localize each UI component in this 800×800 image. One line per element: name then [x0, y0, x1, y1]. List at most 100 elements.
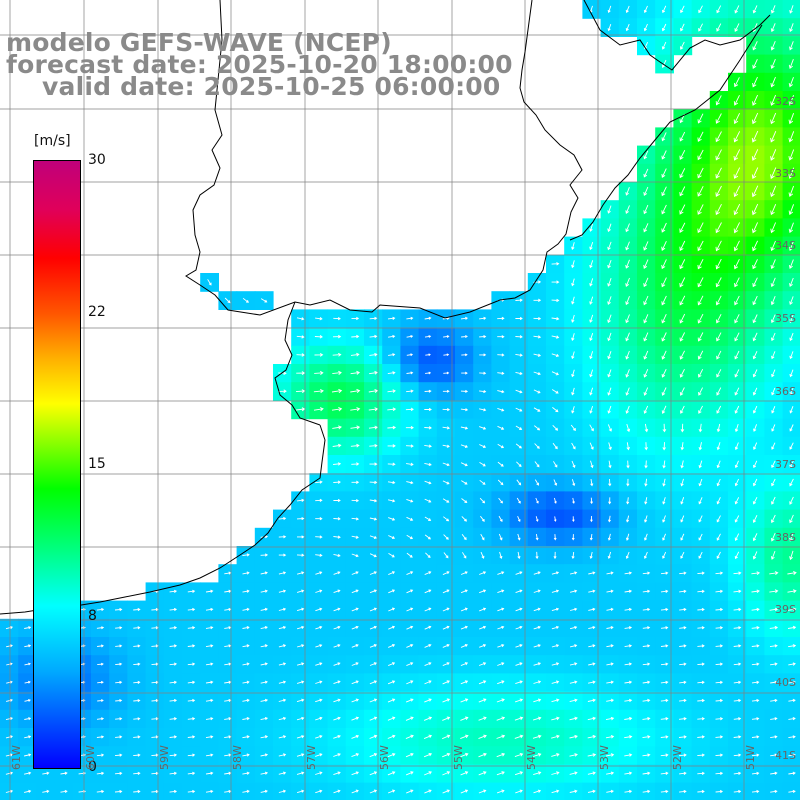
wind-arrow [679, 644, 687, 648]
wind-arrow [515, 607, 523, 612]
wind-arrow [644, 497, 648, 505]
wind-arrow [788, 149, 795, 161]
wind-arrow [697, 789, 705, 794]
wind-arrow [733, 77, 740, 88]
wind-arrow [697, 644, 705, 648]
wind-arrow [496, 789, 505, 794]
wind-arrow [607, 5, 612, 14]
wind-arrow [733, 698, 742, 703]
wind-arrow [643, 259, 649, 269]
wind-arrow [752, 496, 758, 505]
wind-arrow [314, 353, 324, 357]
wind-arrow [771, 496, 776, 505]
wind-arrow [424, 389, 432, 393]
wind-arrow [333, 498, 341, 503]
wind-arrow [315, 771, 323, 775]
wind-arrow [424, 698, 432, 703]
wind-arrow [661, 277, 667, 288]
wind-arrow [607, 551, 612, 559]
wind-arrow [661, 5, 667, 14]
wind-arrow [442, 752, 451, 758]
wind-arrow [571, 260, 575, 269]
wind-arrow [715, 185, 722, 197]
wind-arrow [571, 333, 575, 342]
wind-arrow [788, 716, 796, 721]
wind-arrow [260, 644, 268, 648]
coastline-bay [274, 301, 321, 426]
wind-arrow [589, 351, 594, 360]
wind-arrow [589, 369, 594, 378]
wind-arrow [715, 313, 722, 324]
wind-arrow [497, 625, 505, 630]
wind-arrow [751, 607, 760, 612]
wind-arrow [624, 662, 633, 666]
wind-arrow [606, 644, 614, 648]
wind-arrow [751, 571, 761, 575]
wind-arrow [333, 644, 341, 648]
wind-arrow [589, 405, 594, 414]
wind-arrow [770, 149, 777, 161]
wind-arrow [590, 460, 594, 469]
wind-arrow [770, 167, 777, 180]
wind-arrow [680, 23, 685, 32]
wind-arrow [460, 716, 469, 721]
wind-arrow [296, 735, 305, 739]
wind-arrow [753, 424, 758, 432]
wind-arrow [461, 480, 468, 485]
wind-arrow [679, 259, 686, 270]
wind-arrow [405, 734, 414, 740]
wind-arrow [752, 460, 758, 469]
wind-arrow [514, 716, 524, 721]
wind-arrow [770, 789, 778, 794]
wind-arrow [442, 389, 450, 393]
wind-arrow [424, 316, 432, 320]
wind-arrow [533, 589, 541, 593]
wind-arrow [587, 698, 596, 703]
wind-arrow [479, 408, 487, 412]
wind-arrow [642, 753, 651, 757]
wind-arrow [715, 113, 722, 124]
wind-arrow [642, 626, 651, 630]
wind-arrow [278, 753, 287, 757]
wind-arrow [351, 644, 359, 648]
wind-arrow [24, 717, 32, 721]
wind-arrow [551, 752, 560, 757]
wind-arrow [770, 222, 777, 234]
wind-arrow [387, 789, 396, 794]
wind-arrow [752, 478, 758, 487]
wind-arrow [789, 496, 794, 505]
wind-arrow [679, 589, 687, 593]
wind-arrow [751, 625, 760, 630]
wind-arrow [224, 297, 231, 304]
wind-arrow [350, 352, 360, 357]
wind-arrow [535, 534, 539, 541]
wind-arrow [260, 625, 268, 630]
wind-arrow [626, 515, 630, 523]
wind-arrow [697, 167, 704, 179]
wind-arrow [424, 407, 432, 412]
wind-arrow [387, 444, 396, 448]
wind-arrow [406, 334, 414, 338]
wind-arrow [478, 734, 487, 740]
wind-arrow [716, 405, 722, 414]
wind-arrow [533, 698, 542, 703]
wind-arrow [314, 335, 323, 339]
wind-arrow [405, 407, 414, 412]
wind-arrow [278, 698, 287, 702]
wind-arrow [296, 789, 305, 794]
wind-arrow [734, 497, 740, 505]
wind-arrow [460, 698, 469, 703]
wind-arrow [242, 644, 250, 648]
wind-arrow [406, 680, 414, 685]
wind-arrow [515, 389, 523, 394]
wind-arrow [679, 771, 687, 775]
wind-arrow [606, 625, 614, 630]
wind-arrow [351, 771, 360, 776]
wind-arrow [770, 735, 778, 739]
wind-arrow [569, 625, 578, 630]
wind-arrow [679, 607, 687, 612]
wind-arrow [315, 734, 323, 739]
wind-arrow [571, 534, 575, 541]
wind-arrow [442, 625, 450, 630]
